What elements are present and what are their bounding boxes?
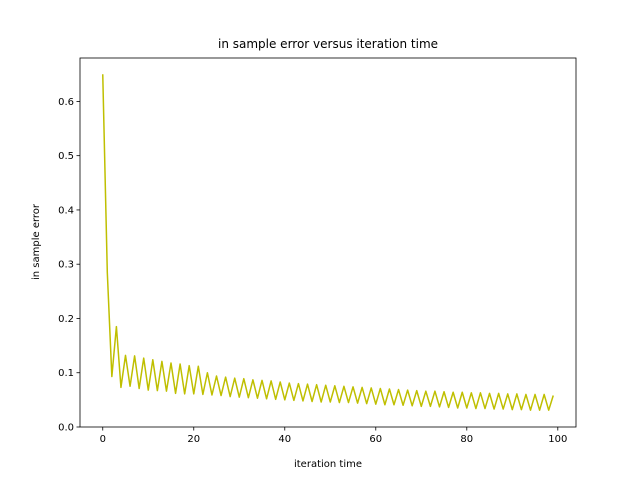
chart-title: in sample error versus iteration time [218, 37, 438, 51]
y-tick-label: 0.6 [58, 97, 74, 108]
y-tick-label: 0.1 [58, 368, 74, 379]
y-tick-label: 0.3 [58, 260, 74, 271]
y-axis: 0.0 0.1 0.2 0.3 0.4 0.5 0.6 [58, 97, 80, 434]
x-tick-label: 80 [460, 434, 473, 445]
y-tick-label: 0.4 [58, 205, 74, 216]
x-tick-label: 100 [548, 434, 567, 445]
x-tick-label: 40 [278, 434, 291, 445]
plot-frame [79, 57, 577, 428]
series-line [102, 74, 554, 411]
plot-area [79, 57, 577, 428]
y-tick-label: 0.2 [58, 314, 74, 325]
y-axis-label: in sample error [31, 203, 42, 280]
x-axis: 0 20 40 60 80 100 [100, 427, 567, 445]
x-tick-label: 0 [100, 434, 106, 445]
y-tick-label: 0.5 [58, 151, 74, 162]
x-tick-label: 60 [369, 434, 382, 445]
y-tick-label: 0.0 [58, 423, 74, 434]
x-tick-label: 20 [187, 434, 200, 445]
x-axis-label: iteration time [294, 459, 362, 470]
